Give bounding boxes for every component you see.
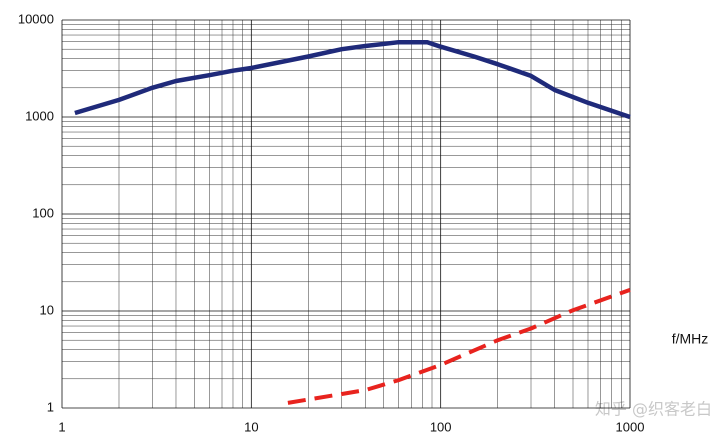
watermark: 知乎 @织客老白 [595,400,712,419]
x-tick-label: 1 [58,419,65,434]
y-tick-label: 10 [40,302,54,317]
y-tick-label: 1000 [25,108,54,123]
y-tick-label: 1 [47,399,54,414]
x-tick-label: 100 [430,419,452,434]
x-axis-label: f/MHz [672,331,709,347]
y-tick-label: 10000 [18,11,54,26]
series-line [74,39,631,120]
x-tick-label: 1000 [616,419,645,434]
y-tick-label: 100 [32,205,54,220]
series-line [287,288,631,405]
x-tick-label: 10 [244,419,258,434]
